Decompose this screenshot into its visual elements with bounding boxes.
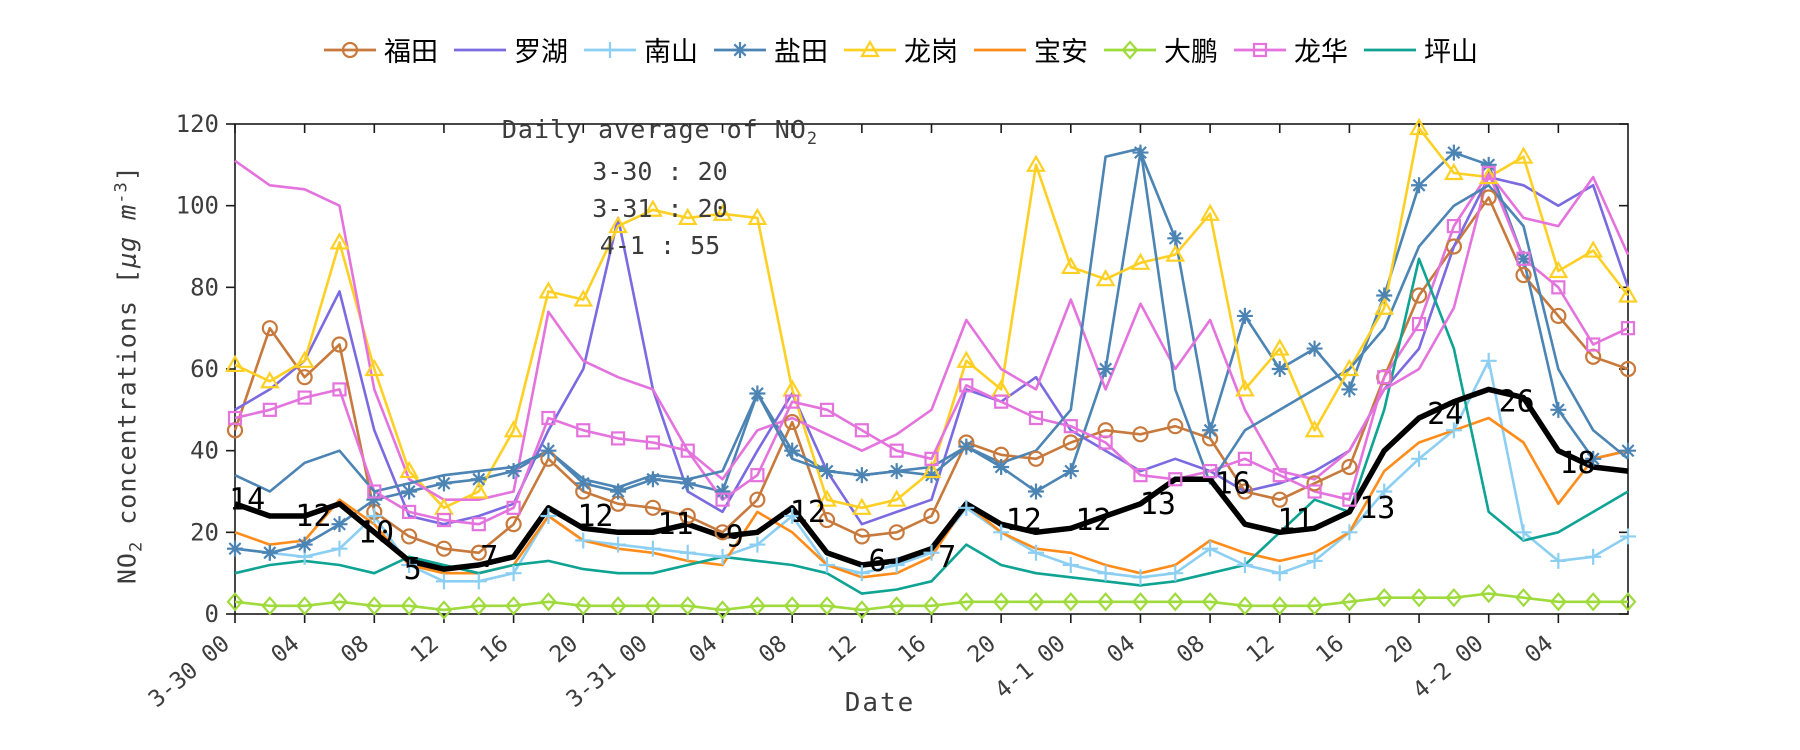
x-tick-label: 04	[267, 631, 305, 669]
y-tick-label: 100	[176, 192, 219, 220]
legend-swatch-icon	[584, 41, 636, 58]
annotation-title-subscript: 2	[806, 129, 819, 149]
legend-label: 盐田	[774, 37, 828, 68]
x-tick-label: 04	[684, 631, 722, 669]
x-tick-label: 04	[1102, 631, 1140, 669]
legend-item-龙华: 龙华	[1232, 30, 1348, 69]
legend-item-坪山: 坪山	[1362, 30, 1478, 69]
legend-label: 龙华	[1294, 37, 1348, 68]
black-line-value-label: 6	[868, 544, 886, 579]
legend-label: 坪山	[1424, 37, 1478, 68]
legend-item-大鹏: 大鹏	[1102, 30, 1218, 69]
x-tick-label: 20	[545, 631, 583, 669]
y-tick-label: 0	[205, 600, 219, 628]
legend-swatch-icon	[714, 41, 766, 58]
series-line-福田	[233, 196, 1629, 555]
x-tick-label: 20	[1381, 631, 1419, 669]
black-line-value-label: 16	[1215, 466, 1251, 501]
black-line-value-label: 12	[577, 499, 613, 534]
x-tick-label: 12	[406, 631, 444, 669]
black-line-value-label: 7	[938, 540, 956, 575]
x-tick-label: 12	[1242, 631, 1280, 669]
daily-average-annotation: Daily average of NO2 3-30 : 20 3-31 : 20…	[440, 115, 880, 260]
black-line-value-label: 10	[358, 515, 394, 550]
black-line-value-label: 12	[1006, 503, 1042, 538]
legend-label: 大鹏	[1164, 37, 1218, 68]
black-line-value-label: 11	[657, 507, 693, 542]
x-tick-label: 12	[824, 631, 862, 669]
series-line-罗湖	[234, 175, 1630, 526]
black-line-value-label: 14	[229, 483, 265, 518]
x-tick-label: 08	[1172, 631, 1210, 669]
black-line-value-label: 12	[1075, 503, 1111, 538]
black-line-value-label: 9	[726, 519, 744, 554]
legend-item-福田: 福田	[322, 30, 438, 69]
y-axis-title: NO2 concentrations [μg m-3]	[111, 165, 147, 585]
chart-legend: 福田 罗湖 南山 盐田 龙岗 宝安 大鹏 龙华 坪山	[0, 30, 1800, 69]
black-line-value-label: 11	[1277, 503, 1313, 538]
annotation-line-2: 3-31 : 20	[592, 194, 728, 223]
y-tick-label: 60	[190, 355, 219, 383]
y-tick-label: 40	[190, 437, 219, 465]
legend-item-龙岗: 龙岗	[842, 30, 958, 69]
annotation-line-1: 3-30 : 20	[592, 157, 728, 186]
x-tick-label: 16	[1311, 631, 1349, 669]
legend-label: 龙岗	[904, 37, 958, 68]
y-tick-label: 80	[190, 273, 219, 301]
legend-label: 宝安	[1034, 37, 1088, 68]
x-tick-label: 20	[963, 631, 1001, 669]
x-tick-label: 16	[893, 631, 931, 669]
x-tick-label: 08	[336, 631, 374, 669]
x-tick-label: 16	[476, 631, 514, 669]
y-tick-label: 120	[176, 110, 219, 138]
black-line-value-label: 18	[1559, 446, 1595, 481]
black-line-value-label: 5	[404, 552, 422, 587]
x-axis-title: Date	[844, 688, 916, 718]
black-line-value-label: 7	[480, 540, 498, 575]
legend-swatch-icon	[454, 48, 506, 51]
series-markers-龙华	[227, 165, 1636, 532]
black-line-value-label: 13	[1140, 487, 1176, 522]
legend-item-罗湖: 罗湖	[452, 30, 568, 69]
series-line-unlabeled-magenta-line	[234, 159, 1630, 502]
legend-item-盐田: 盐田	[712, 30, 828, 69]
x-tick-label: 08	[754, 631, 792, 669]
series-markers-大鹏	[226, 583, 1637, 620]
annotation-title: Daily average of NO2	[501, 115, 819, 149]
legend-item-宝安: 宝安	[972, 30, 1088, 69]
legend-label: 罗湖	[514, 37, 568, 68]
legend-label: 福田	[384, 37, 438, 68]
black-line-value-label: 12	[295, 499, 331, 534]
legend-swatch-icon	[1104, 39, 1156, 60]
legend-swatch-icon	[974, 48, 1026, 51]
series-line-坪山	[234, 257, 1629, 595]
legend-swatch-icon	[844, 39, 896, 57]
black-line-value-label: 26	[1498, 385, 1534, 420]
y-tick-label: 20	[190, 518, 219, 546]
black-line-value-label: 24	[1427, 397, 1463, 432]
legend-swatch-icon	[324, 41, 376, 58]
legend-swatch-icon	[1364, 48, 1416, 51]
legend-label: 南山	[644, 37, 698, 68]
black-line-value-label: 12	[790, 495, 826, 530]
legend-item-南山: 南山	[582, 30, 698, 69]
series-markers-盐田	[227, 144, 1636, 561]
annotation-line-3: 4-1 : 55	[599, 231, 721, 260]
series-line-unlabeled-steelblue-line	[234, 147, 1629, 493]
x-tick-label: 04	[1520, 631, 1558, 669]
black-line-value-label: 13	[1359, 491, 1395, 526]
series-markers-龙岗	[225, 117, 1638, 515]
legend-swatch-icon	[1234, 42, 1286, 57]
series-line-大鹏	[234, 592, 1628, 612]
